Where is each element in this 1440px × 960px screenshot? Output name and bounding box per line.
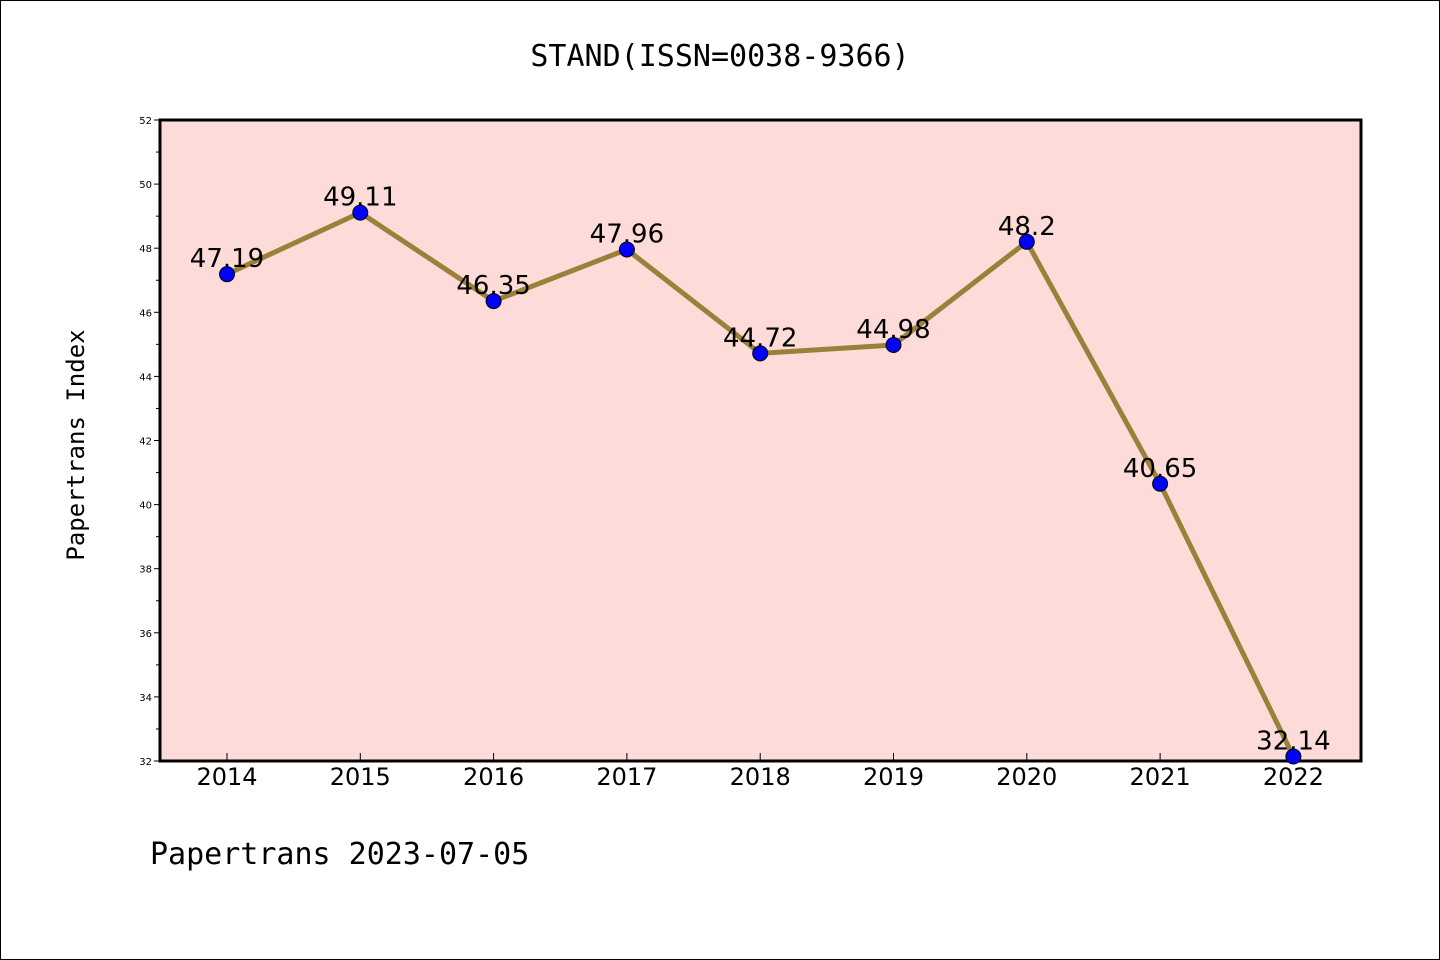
y-tick-label: 48 bbox=[139, 244, 152, 255]
x-tick-label: 2018 bbox=[730, 763, 791, 791]
data-point-2018 bbox=[752, 345, 769, 362]
data-point-2021 bbox=[1152, 475, 1169, 492]
data-label-2022: 32.14 bbox=[1256, 727, 1330, 757]
y-tick-label: 52 bbox=[139, 116, 152, 127]
x-tick-label: 2020 bbox=[996, 763, 1057, 791]
chart-title: STAND(ISSN=0038-9366) bbox=[530, 39, 909, 74]
data-label-2015: 49.11 bbox=[323, 183, 397, 213]
y-tick-label: 42 bbox=[139, 437, 152, 448]
y-tick-label: 36 bbox=[139, 629, 152, 640]
data-label-2021: 40.65 bbox=[1123, 454, 1197, 484]
y-tick-label: 32 bbox=[139, 757, 152, 768]
data-point-2020 bbox=[1018, 233, 1035, 250]
y-tick-label: 50 bbox=[139, 180, 152, 191]
x-tick-label: 2014 bbox=[196, 763, 257, 791]
data-label-2018: 44.72 bbox=[723, 323, 797, 353]
y-tick-label: 44 bbox=[139, 372, 152, 383]
x-axis-ticks: 2014 2015 2016 2017 2018 2019 2020 2021 2022 bbox=[196, 753, 1324, 791]
data-labels: 47.19 49.11 46.35 47.96 44.72 44.98 48.2 40.65 3… bbox=[190, 183, 1331, 757]
data-label-2016: 46.35 bbox=[456, 271, 530, 301]
x-tick-label: 2022 bbox=[1263, 763, 1324, 791]
data-points bbox=[219, 204, 1302, 765]
y-tick-label: 34 bbox=[139, 693, 152, 704]
data-label-2019: 44.98 bbox=[856, 315, 930, 345]
y-axis-label: Papertrans Index bbox=[62, 329, 90, 560]
y-tick-label: 38 bbox=[139, 565, 152, 576]
data-label-2020: 48.2 bbox=[998, 212, 1056, 242]
data-point-2022 bbox=[1285, 748, 1302, 765]
data-point-2015 bbox=[352, 204, 369, 221]
x-tick-label: 2019 bbox=[863, 763, 924, 791]
footer-credit: Papertrans 2023-07-05 bbox=[150, 837, 529, 872]
y-tick-label: 40 bbox=[139, 501, 152, 512]
x-tick-label: 2017 bbox=[596, 763, 657, 791]
data-point-2019 bbox=[885, 336, 902, 353]
x-tick-label: 2021 bbox=[1130, 763, 1191, 791]
x-tick-label: 2015 bbox=[330, 763, 391, 791]
plot-area bbox=[158, 118, 1363, 763]
data-point-2016 bbox=[485, 293, 502, 310]
data-point-2014 bbox=[219, 266, 235, 283]
y-axis-ticks: 32 34 36 38 40 42 44 46 48 50 52 bbox=[139, 116, 160, 768]
x-tick-label: 2016 bbox=[463, 763, 524, 791]
data-label-2017: 47.96 bbox=[590, 219, 664, 249]
data-point-2017 bbox=[618, 241, 635, 258]
y-tick-label: 46 bbox=[139, 308, 152, 319]
data-label-2014: 47.19 bbox=[190, 244, 264, 274]
